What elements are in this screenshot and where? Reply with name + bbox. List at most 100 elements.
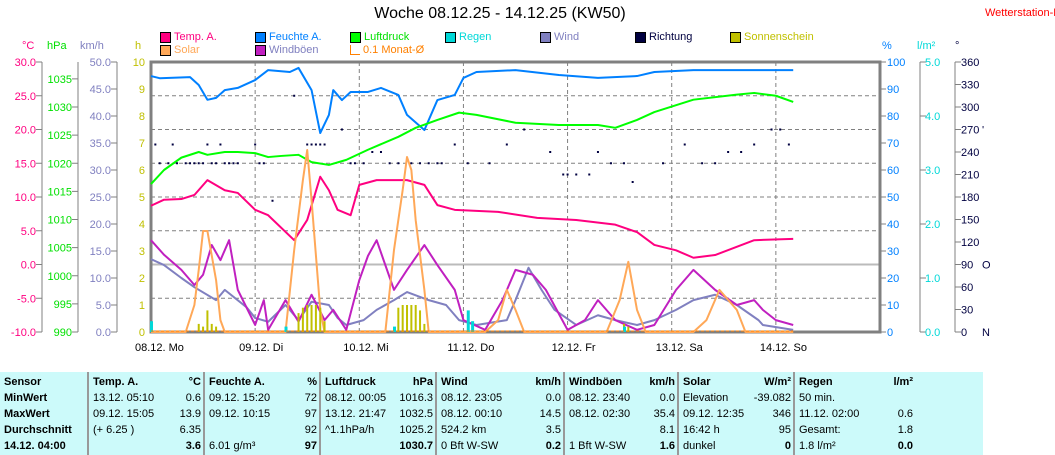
cell-value: 0.6 [185, 392, 201, 404]
cell-value: 0.0 [545, 392, 561, 404]
cell-label: 524.2 km [441, 424, 487, 436]
cell-value: 1.6 [659, 440, 675, 452]
cell-label: Gesamt: [799, 424, 841, 436]
table-row: 524.2 km 3.5 [441, 424, 561, 440]
direction-dot [314, 143, 317, 146]
sun-axis-tick-label: 8 [139, 111, 145, 123]
direction-dot [379, 151, 382, 153]
direction-dot [419, 162, 422, 165]
direction-dot [575, 173, 578, 176]
sonnenschein-bar [423, 323, 426, 332]
wind-axis-tick-label: 45.0 [90, 84, 111, 96]
direction-dot [622, 162, 625, 165]
direction-dot [440, 162, 443, 165]
cell-label: 1 Bft W-SW [569, 440, 627, 452]
solar-line [151, 149, 794, 333]
pressure-axis-tick-label: 1000 [48, 271, 72, 283]
sun-axis-tick-label: 0 [139, 327, 145, 339]
temp-axis-tick-label: 10.0 [15, 192, 36, 204]
direction-dot [310, 143, 313, 146]
temp-axis-tick-label: 5.0 [21, 226, 36, 238]
x-axis-label: 10.12. Mi [343, 342, 388, 354]
legend-item: 0.1 Monat-Ø [350, 44, 424, 56]
direction-axis-tick-label: 0 [961, 327, 967, 339]
cell-value: 0.6 [897, 408, 913, 420]
humidity-axis-tick-label: 30 [887, 246, 899, 258]
table-column-solar: Solar W/m² Elevation -39.082 09.12. 12:35 346… [677, 372, 795, 455]
temp-axis-tick-label: 0.0 [21, 260, 36, 272]
wind-axis-tick-label: 35.0 [90, 138, 111, 150]
pressure-axis-tick-label: 1020 [48, 158, 72, 170]
direction-dot [193, 162, 196, 165]
table-header: Luftdruck hPa [325, 376, 433, 392]
wind-line [150, 258, 794, 331]
cell-value: 6.35 [179, 424, 201, 436]
regen-bar [466, 310, 470, 332]
table-header: Solar W/m² [683, 376, 791, 392]
sonnenschein-bar [197, 323, 200, 332]
humidity-axis-tick-label: 10 [887, 300, 899, 312]
rain-unit: l/m² [917, 40, 936, 52]
direction-dot [753, 143, 756, 146]
direction-axis-tick-label: 240 [961, 147, 979, 159]
direction-dot [727, 151, 730, 153]
table-row: 08.12. 23:05 0.0 [441, 392, 561, 408]
legend-item: Solar [160, 44, 200, 56]
legend-label: Temp. A. [174, 31, 217, 43]
sonnenschein-bar [414, 305, 417, 332]
sun-axis-tick-label: 1 [139, 300, 145, 312]
direction-dot [189, 162, 192, 165]
cell-label: 1.8 l/m² [799, 440, 836, 452]
regen-bar [284, 326, 288, 332]
table-row: 13.12. 21:47 1032.5 [325, 408, 433, 424]
table-column-windb-en: Windböen km/h 08.12. 23:40 0.0 08.12. 02:30 3… [563, 372, 679, 455]
table-row: 16:42 h 95 [683, 424, 791, 440]
cell-label: 08.12. 23:40 [569, 392, 631, 404]
direction-dot [323, 143, 326, 146]
cell-label: dunkel [683, 440, 716, 452]
cell-value: 1.8 [897, 424, 913, 436]
cell-label: Regen [799, 376, 833, 388]
sun-axis-tick-label: 10 [133, 57, 145, 69]
direction-dot [215, 162, 218, 165]
rain-axis-tick-label: 0.0 [925, 327, 940, 339]
feuchte-a--line [150, 66, 794, 135]
windb-en-line [150, 239, 794, 331]
table-row: 13.12. 05:10 0.6 [93, 392, 201, 408]
direction-dot [197, 162, 200, 165]
direction-axis-tick-label: 60 [961, 282, 973, 294]
legend-label: 0.1 Monat-Ø [363, 44, 425, 56]
direction-dot [362, 162, 365, 165]
cell-value: 35.4 [653, 408, 675, 420]
sonnenschein-bar [306, 305, 309, 332]
table-column-regen: Regen l/m² 50 min. 11.12. 02:00 0.6 Gesamt: 1.… [793, 372, 917, 455]
direction-dot [319, 143, 322, 146]
regen-bar [150, 321, 153, 332]
direction-axis-tick-label: 120 [961, 237, 979, 249]
table-row: (+ 6.25 ) 6.35 [93, 424, 201, 440]
cell-label: 14.12. 04:00 [4, 440, 66, 452]
cell-label: 09.12. 12:35 [683, 408, 745, 420]
cell-label: 08.12. 23:05 [441, 392, 503, 404]
cell-label: Windböen [569, 376, 623, 388]
cell-label: 13.12. 05:10 [93, 392, 155, 404]
direction-dot [232, 162, 235, 165]
pressure-axis-tick-label: 1010 [48, 215, 72, 227]
legend-label: Luftdruck [364, 31, 410, 43]
direction-dot [158, 162, 161, 165]
sonnenschein-bar [310, 305, 313, 332]
direction-dot [588, 173, 591, 176]
table-row: Elevation -39.082 [683, 392, 791, 408]
pressure-axis-tick-label: 1005 [48, 243, 72, 255]
wind-unit: km/h [80, 40, 104, 52]
table-row: 1.8 l/m² 0.0 [799, 440, 913, 455]
cell-label: Solar [683, 376, 711, 388]
legend-swatch [635, 31, 646, 43]
cell-label: 6.01 g/m³ [209, 440, 256, 452]
legend-label: Sonnenschein [744, 31, 814, 43]
cell-value: 97 [304, 440, 317, 452]
sun-axis-tick-label: 2 [139, 273, 145, 285]
cell-label: Temp. A. [93, 376, 139, 388]
legend-label: Richtung [649, 31, 693, 43]
